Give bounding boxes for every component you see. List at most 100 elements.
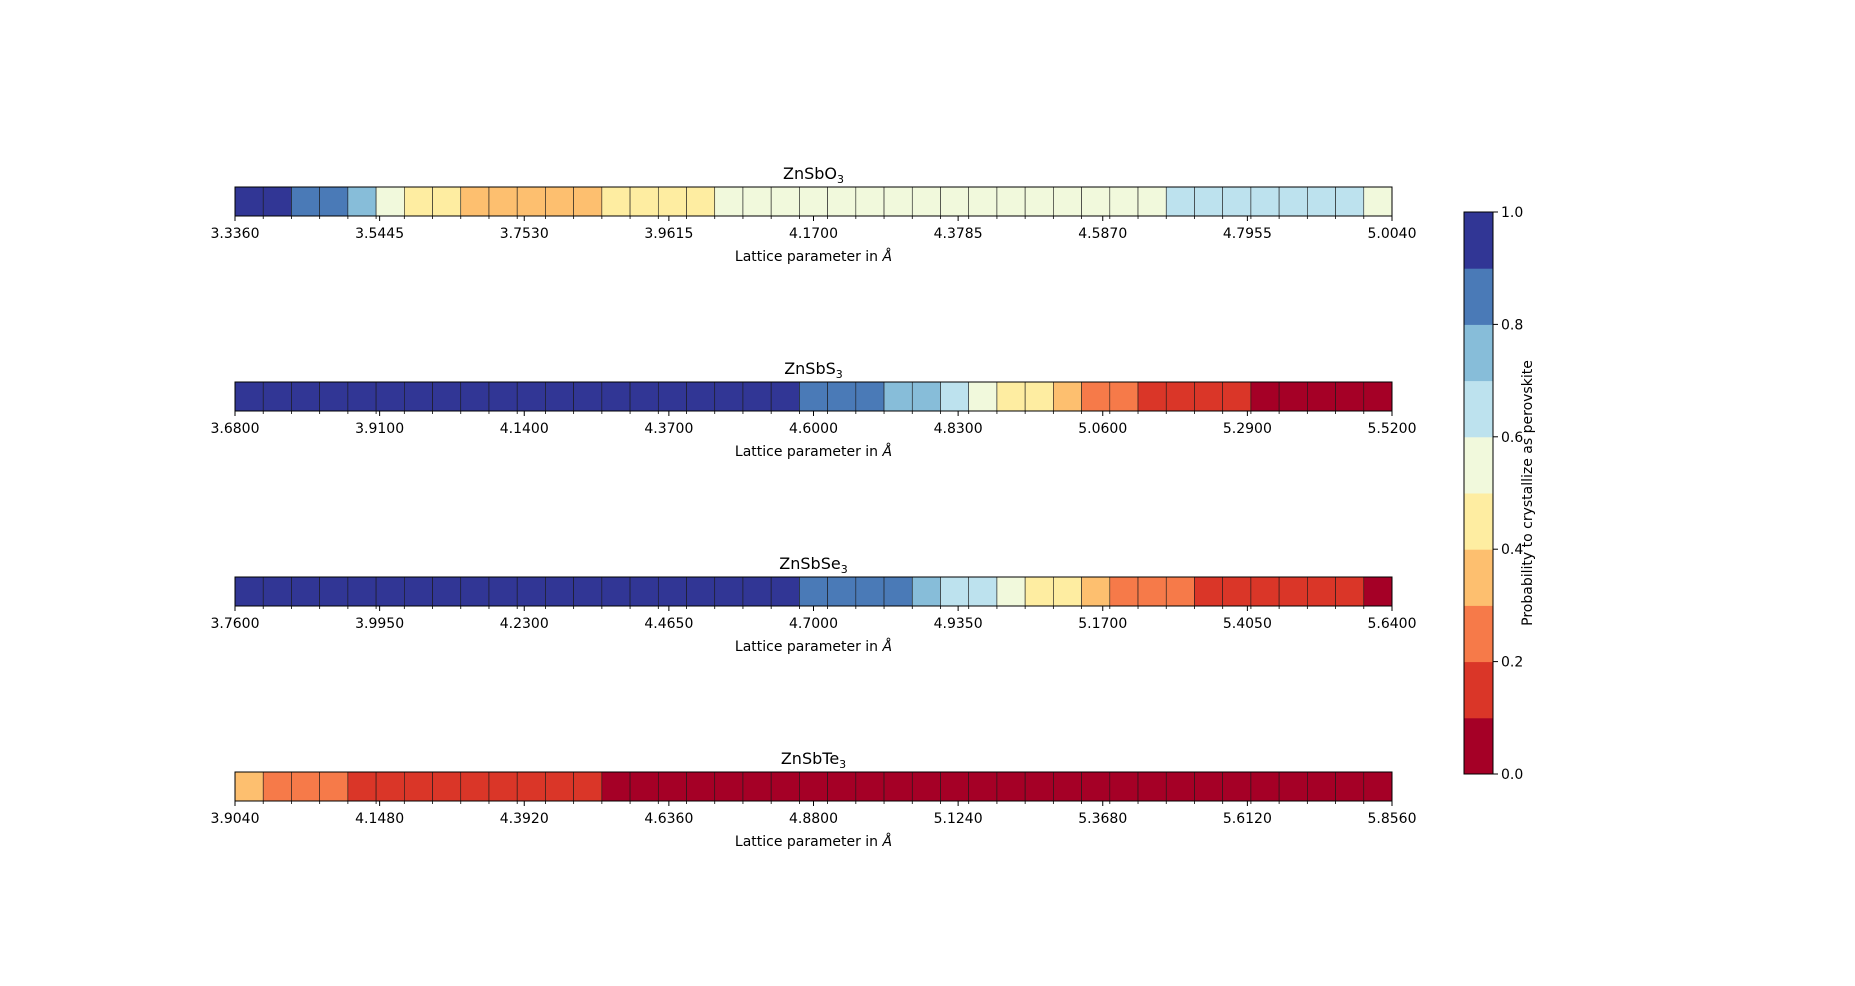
heat-cell (1109, 381, 1139, 412)
heat-cell (1053, 576, 1082, 607)
heat-cell (404, 381, 433, 412)
heat-cell (319, 186, 349, 217)
x-tick-label: 5.1240 (934, 811, 983, 827)
heat-cell (911, 771, 941, 802)
x-tick-label: 3.7600 (211, 616, 260, 632)
heat-cell (657, 381, 687, 412)
heat-cell (714, 771, 744, 802)
heat-cell (319, 771, 349, 802)
x-tick-label: 3.9100 (355, 421, 404, 437)
heat-cell (432, 771, 462, 802)
colorbar-tick-label: 0.2 (1501, 655, 1523, 671)
colorbar-segment (1464, 605, 1493, 663)
heat-cell (488, 771, 518, 802)
heat-cell (1278, 576, 1308, 607)
x-tick-label: 4.6000 (789, 421, 838, 437)
heat-cell (1278, 186, 1308, 217)
heat-cell (573, 771, 603, 802)
x-tick-label: 4.1700 (789, 226, 838, 242)
heat-cell (855, 771, 885, 802)
x-tick-label: 4.8800 (789, 811, 838, 827)
heat-cell (375, 576, 405, 607)
x-tick-label: 5.8560 (1368, 811, 1417, 827)
heat-cell (291, 186, 320, 217)
heat-cell (545, 771, 574, 802)
x-tick-label: 5.3680 (1078, 811, 1127, 827)
x-tick-label: 5.0600 (1078, 421, 1127, 437)
heat-cell (1194, 381, 1223, 412)
heat-cell (799, 771, 828, 802)
heat-cell (742, 186, 772, 217)
heat-cell (1250, 771, 1280, 802)
heat-cell (347, 381, 377, 412)
heat-cell (1053, 186, 1082, 217)
heat-cell (827, 186, 857, 217)
heat-cell (883, 186, 913, 217)
heat-cell (940, 576, 970, 607)
heat-cell (516, 576, 546, 607)
heat-cell (460, 186, 490, 217)
x-tick-label: 4.1400 (500, 421, 549, 437)
x-tick-label: 3.9950 (355, 616, 404, 632)
heat-cell (1109, 186, 1139, 217)
x-tick-label: 3.9040 (211, 811, 260, 827)
heat-cell (545, 381, 574, 412)
heat-cell (686, 186, 716, 217)
x-tick-label: 4.3700 (644, 421, 693, 437)
heat-cell (1194, 186, 1223, 217)
heat-cell (601, 576, 631, 607)
heat-cell (855, 576, 885, 607)
heat-cell (1165, 771, 1195, 802)
colorbar-label: Probability to crystallize as perovskite (1520, 360, 1536, 626)
heat-cell (432, 186, 462, 217)
heat-cell (291, 381, 320, 412)
colorbar-tick-label: 0.4 (1501, 542, 1523, 558)
heat-cell (545, 186, 574, 217)
heat-cell (911, 186, 941, 217)
x-tick-label: 4.2300 (500, 616, 549, 632)
x-tick-label: 5.4050 (1223, 616, 1272, 632)
plot-title-1: ZnSbO3 (783, 164, 844, 186)
heat-cell (629, 381, 659, 412)
plot-title-4: ZnSbTe3 (781, 749, 846, 771)
heat-cell (347, 186, 377, 217)
heat-cell (714, 381, 744, 412)
x-tick-label: 4.3785 (934, 226, 983, 242)
heat-cell (996, 576, 1026, 607)
x-tick-label: 4.7955 (1223, 226, 1272, 242)
x-tick-label: 4.6360 (644, 811, 693, 827)
heat-cell (686, 576, 716, 607)
colorbar-segment (1464, 436, 1493, 494)
heat-cell (855, 381, 885, 412)
heat-cell (883, 381, 913, 412)
x-tick-label: 4.8300 (934, 421, 983, 437)
heat-cell (1109, 576, 1139, 607)
colorbar-segment (1464, 212, 1493, 269)
x-tick-label: 3.3360 (211, 226, 260, 242)
heat-cell (770, 186, 800, 217)
heat-cell (968, 381, 998, 412)
heat-cell (1335, 381, 1365, 412)
x-tick-label: 5.2900 (1223, 421, 1272, 437)
heat-cell (573, 381, 603, 412)
heat-cell (1137, 186, 1167, 217)
heat-cell (1053, 381, 1082, 412)
heat-cell (714, 186, 744, 217)
heat-cell (629, 771, 659, 802)
heat-cell (1081, 771, 1111, 802)
heat-cell (1250, 576, 1280, 607)
x-tick-label: 5.6120 (1223, 811, 1272, 827)
heat-cell (1165, 381, 1195, 412)
heat-cell (1109, 771, 1139, 802)
x-axis-label-4: Lattice parameter in Å (735, 833, 892, 850)
heat-cell (375, 381, 405, 412)
heat-cell (1137, 576, 1167, 607)
heat-cell (855, 186, 885, 217)
heat-cell (291, 771, 320, 802)
heat-cell (883, 576, 913, 607)
x-tick-label: 4.5870 (1078, 226, 1127, 242)
x-tick-label: 5.1700 (1078, 616, 1127, 632)
heat-cell (1194, 771, 1223, 802)
heat-cell (460, 576, 490, 607)
plot-title-2: ZnSbS3 (784, 359, 843, 381)
